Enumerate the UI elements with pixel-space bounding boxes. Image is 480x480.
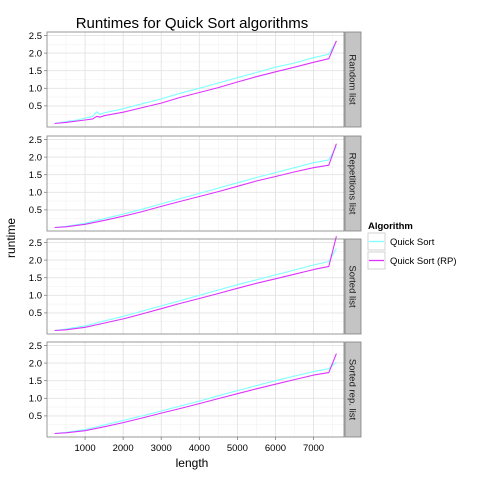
y-tick-label: 2.0 bbox=[29, 152, 42, 163]
legend: Algorithm Quick Sort Quick Sort (RP) bbox=[367, 221, 457, 270]
y-tick-label: 1.0 bbox=[29, 84, 42, 95]
series-line bbox=[54, 143, 337, 229]
series-line bbox=[54, 146, 337, 229]
y-tick-label: 2.5 bbox=[29, 135, 42, 146]
panel-border bbox=[46, 31, 345, 128]
y-tick-label: 2.5 bbox=[29, 238, 42, 249]
facet-strip bbox=[344, 135, 362, 232]
legend-label: Quick Sort bbox=[390, 237, 435, 248]
x-tick-label: 4000 bbox=[189, 443, 210, 454]
series-line bbox=[54, 41, 337, 125]
y-tick-label: 0.5 bbox=[29, 308, 42, 319]
y-tick-label: 2.0 bbox=[29, 255, 42, 266]
y-tick-label: 0.5 bbox=[29, 101, 42, 112]
series-line bbox=[54, 40, 337, 125]
y-tick-label: 0.5 bbox=[29, 411, 42, 422]
series-line bbox=[54, 236, 337, 332]
y-tick-label: 1.0 bbox=[29, 188, 42, 199]
legend-items: Quick Sort Quick Sort (RP) bbox=[367, 232, 457, 270]
y-tick-label: 2.5 bbox=[29, 31, 42, 42]
y-tick-label: 1.0 bbox=[29, 291, 42, 302]
facet-label: Repetitions list bbox=[347, 153, 358, 215]
y-tick-label: 1.5 bbox=[29, 66, 42, 77]
facet-label: Sorted list bbox=[347, 265, 358, 308]
facet-strip bbox=[344, 341, 362, 438]
facet-panel: 0.5 1.0 1.5 2.0 2.5 Sorted rep. list bbox=[29, 341, 362, 438]
facet-strip bbox=[344, 31, 362, 128]
series-line bbox=[54, 361, 337, 435]
panel-border bbox=[46, 135, 345, 232]
x-tick-label: 5000 bbox=[227, 443, 248, 454]
y-axis-title: runtime bbox=[4, 218, 18, 258]
panels: 0.5 1.0 1.5 2.0 2.5 Random list 0.5 1.0 1.5 2.0 2.… bbox=[29, 31, 362, 438]
y-tick-label: 0.5 bbox=[29, 205, 42, 216]
series-line bbox=[54, 353, 337, 435]
x-tick-label: 6000 bbox=[265, 443, 286, 454]
y-tick-label: 2.0 bbox=[29, 358, 42, 369]
y-tick-label: 1.5 bbox=[29, 376, 42, 387]
y-tick-label: 1.5 bbox=[29, 170, 42, 181]
y-tick-label: 2.5 bbox=[29, 341, 42, 352]
panel-border bbox=[46, 238, 345, 335]
panel-border bbox=[46, 341, 345, 438]
y-tick-label: 2.0 bbox=[29, 48, 42, 59]
x-tick-label: 2000 bbox=[113, 443, 134, 454]
legend-label: Quick Sort (RP) bbox=[390, 256, 457, 267]
series-line bbox=[54, 248, 337, 332]
x-tick-label: 3000 bbox=[151, 443, 172, 454]
facet-panel: 0.5 1.0 1.5 2.0 2.5 Repetitions list bbox=[29, 135, 362, 232]
y-tick-label: 1.0 bbox=[29, 394, 42, 405]
x-tick-label: 1000 bbox=[75, 443, 96, 454]
facet-label: Random list bbox=[347, 54, 358, 105]
y-tick-label: 1.5 bbox=[29, 273, 42, 284]
x-axis: 1000 2000 3000 4000 5000 6000 7000 bbox=[75, 437, 324, 454]
chart-title: Runtimes for Quick Sort algorithms bbox=[76, 15, 309, 32]
facet-label: Sorted rep. list bbox=[347, 359, 358, 421]
facet-panel: 0.5 1.0 1.5 2.0 2.5 Random list bbox=[29, 31, 362, 128]
facet-strip bbox=[344, 238, 362, 335]
x-tick-label: 7000 bbox=[303, 443, 324, 454]
legend-title: Algorithm bbox=[368, 221, 413, 232]
x-axis-title: length bbox=[176, 456, 209, 470]
facet-panel: 0.5 1.0 1.5 2.0 2.5 Sorted list bbox=[29, 236, 362, 335]
